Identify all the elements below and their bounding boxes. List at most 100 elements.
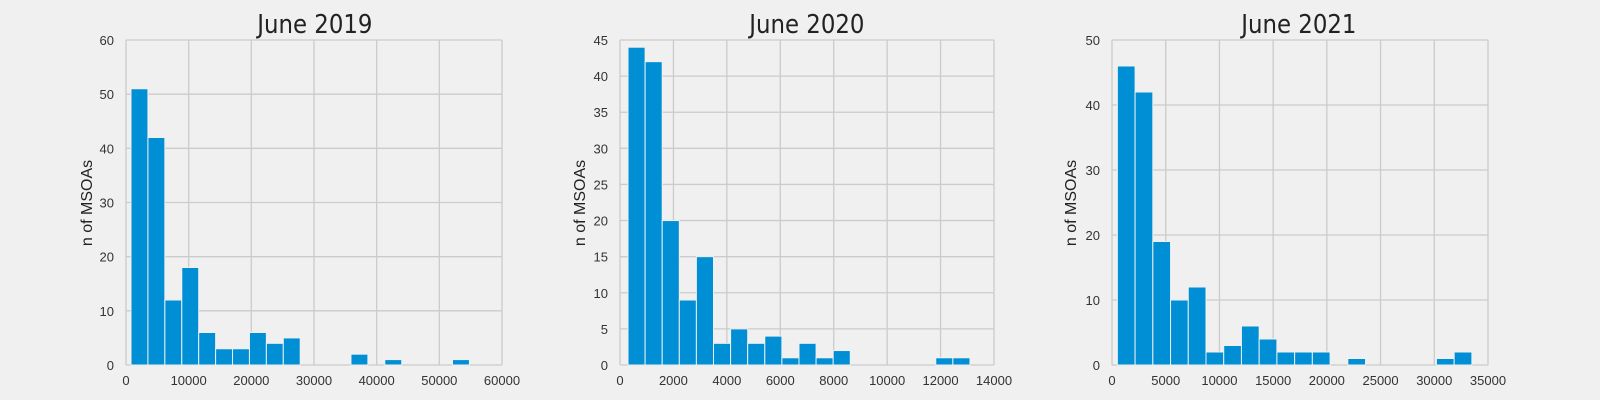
x-tick-labels: 0 2000 4000 6000 8000 10000 12000 14000 <box>616 373 1012 388</box>
x-tick-label: 5000 <box>1151 373 1180 388</box>
x-tick-label: 15000 <box>1255 373 1291 388</box>
chart-title: June 2019 <box>255 9 372 40</box>
x-tick-label: 10000 <box>869 373 905 388</box>
histogram-bar <box>644 61 663 366</box>
histogram-bar <box>147 137 166 366</box>
histogram-bar <box>384 359 403 366</box>
histogram-bar <box>781 357 800 366</box>
y-tick-labels: 0 5 10 15 20 25 30 35 40 45 <box>594 33 608 373</box>
y-tick-label: 30 <box>100 196 114 211</box>
y-axis-label: n of MSOAs <box>1063 160 1080 246</box>
chart-title: June 2021 <box>1239 9 1356 40</box>
y-tick-label: 40 <box>594 69 608 84</box>
histogram-bar <box>747 342 766 366</box>
x-tick-label: 4000 <box>712 373 741 388</box>
y-tick-label: 40 <box>1086 98 1100 113</box>
histogram-bar <box>1276 351 1296 366</box>
histogram-bar <box>1223 345 1242 366</box>
histogram-bar <box>713 342 732 366</box>
x-tick-label: 10000 <box>1201 373 1237 388</box>
y-tick-label: 5 <box>601 322 608 337</box>
y-tick-label: 15 <box>594 250 608 265</box>
y-tick-label: 60 <box>100 33 114 48</box>
y-axis-label: n of MSOAs <box>79 160 96 246</box>
histogram-bar <box>764 335 783 366</box>
histogram-bar <box>232 348 250 366</box>
histogram-bar <box>1240 325 1260 366</box>
histogram-bar <box>678 299 697 366</box>
bars <box>1116 65 1473 366</box>
histogram-bar <box>952 357 971 366</box>
x-tick-label: 25000 <box>1362 373 1398 388</box>
x-tick-label: 8000 <box>819 373 848 388</box>
x-tick-label: 0 <box>122 373 129 388</box>
histogram-bar <box>815 357 834 366</box>
x-tick-label: 2000 <box>659 373 688 388</box>
y-tick-label: 35 <box>594 105 608 120</box>
histogram-bar <box>1311 351 1331 366</box>
histogram-panel-june-2021: June 2021 n of MSOAs 0 5000 10000 15000 2000… <box>1063 9 1506 388</box>
y-tick-label: 30 <box>594 141 608 156</box>
y-tick-label: 10 <box>100 304 114 319</box>
histogram-bar <box>730 328 749 366</box>
y-tick-label: 50 <box>1086 33 1100 48</box>
y-tick-label: 20 <box>594 214 608 229</box>
histogram-bar <box>661 220 680 366</box>
y-tick-label: 10 <box>1086 293 1100 308</box>
x-tick-labels: 0 10000 20000 30000 40000 50000 60000 <box>122 373 520 388</box>
chart-title: June 2020 <box>747 9 864 40</box>
x-tick-label: 35000 <box>1470 373 1506 388</box>
histogram-bar <box>798 342 817 366</box>
y-tick-labels: 0 10 20 30 40 50 60 <box>100 33 114 373</box>
histogram-bar <box>1116 65 1136 366</box>
y-tick-label: 30 <box>1086 163 1100 178</box>
histogram-bar <box>695 256 714 366</box>
histogram-bar <box>215 348 234 366</box>
histogram-bar <box>265 342 284 366</box>
histogram-bar <box>1205 351 1225 366</box>
histogram-bar <box>198 332 217 366</box>
histogram-bar <box>627 46 646 366</box>
histogram-bar <box>1347 358 1367 366</box>
x-tick-label: 30000 <box>1416 373 1452 388</box>
histogram-panel-june-2019: June 2019 n of MSOAs 0 10000 20000 30000 400… <box>79 9 520 388</box>
x-tick-label: 0 <box>1108 373 1115 388</box>
histogram-bar <box>1170 299 1189 366</box>
histogram-bar <box>1294 351 1313 366</box>
histogram-bar <box>935 357 954 366</box>
histogram-bar <box>282 337 301 366</box>
x-tick-label: 20000 <box>1309 373 1345 388</box>
grid <box>619 39 995 366</box>
y-tick-label: 45 <box>594 33 608 48</box>
y-tick-label: 25 <box>594 177 608 192</box>
x-tick-label: 12000 <box>922 373 958 388</box>
histogram-bar <box>1152 241 1172 366</box>
bars <box>130 88 470 366</box>
histogram-bar <box>181 267 200 366</box>
histogram-bar <box>248 332 267 366</box>
x-tick-labels: 0 5000 10000 15000 20000 25000 30000 35000 <box>1108 373 1506 388</box>
y-tick-label: 0 <box>601 358 608 373</box>
histogram-bar <box>1258 338 1278 366</box>
histogram-bar <box>350 353 369 366</box>
bars <box>627 46 971 366</box>
histogram-bar <box>1453 351 1473 366</box>
x-tick-label: 14000 <box>976 373 1012 388</box>
histogram-bar <box>164 299 183 366</box>
histogram-bar <box>832 350 851 366</box>
histogram-bar <box>130 88 149 366</box>
histogram-bar <box>1435 358 1455 366</box>
x-tick-label: 10000 <box>171 373 207 388</box>
y-tick-label: 0 <box>107 358 114 373</box>
y-tick-label: 20 <box>1086 228 1100 243</box>
y-axis-label: n of MSOAs <box>572 160 589 246</box>
histogram-bar <box>1187 286 1207 366</box>
x-tick-label: 0 <box>616 373 623 388</box>
grid <box>125 39 503 366</box>
x-tick-label: 50000 <box>421 373 457 388</box>
y-tick-label: 50 <box>100 87 114 102</box>
y-tick-labels: 0 10 20 30 40 50 <box>1086 33 1100 373</box>
y-tick-label: 20 <box>100 250 114 265</box>
y-tick-label: 10 <box>594 286 608 301</box>
x-tick-label: 30000 <box>296 373 332 388</box>
